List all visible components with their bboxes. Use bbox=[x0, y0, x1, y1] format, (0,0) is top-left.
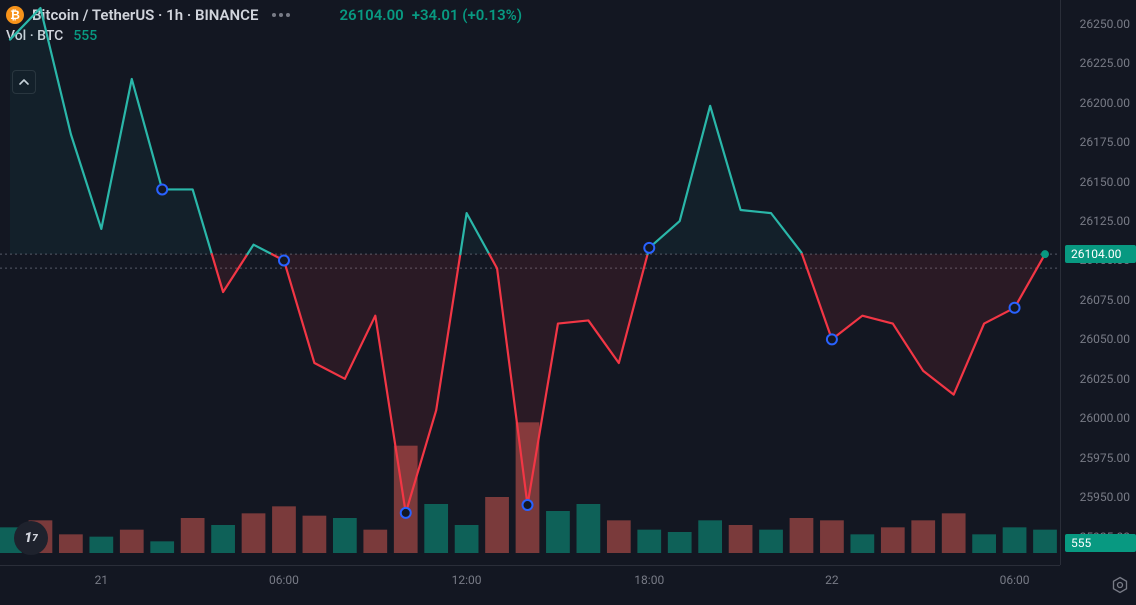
y-tick-label: 26025.00 bbox=[1080, 372, 1130, 386]
y-tick-label: 25950.00 bbox=[1080, 490, 1130, 504]
price-axis[interactable]: 26250.00 26225.00 26200.00 26175.00 26150.00… bbox=[1060, 0, 1136, 565]
volume-bar bbox=[637, 530, 661, 553]
volume-bar bbox=[211, 525, 235, 553]
y-tick-label: 26125.00 bbox=[1080, 214, 1130, 228]
y-tick-label: 26050.00 bbox=[1080, 332, 1130, 346]
volume-bar bbox=[272, 506, 296, 553]
volume-bar bbox=[729, 525, 753, 553]
y-tick-label: 26175.00 bbox=[1080, 135, 1130, 149]
y-tick-label: 26075.00 bbox=[1080, 293, 1130, 307]
volume-bar bbox=[150, 541, 174, 553]
volume-bar bbox=[333, 518, 357, 553]
volume-bar bbox=[120, 530, 144, 553]
volume-bar bbox=[881, 527, 905, 553]
y-tick-label: 26200.00 bbox=[1080, 96, 1130, 110]
current-price-tag: 26104.00 bbox=[1065, 245, 1136, 263]
volume-bar bbox=[790, 518, 814, 553]
volume-bar bbox=[424, 504, 448, 553]
volume-bar bbox=[911, 520, 935, 553]
x-tick-label: 21 bbox=[95, 573, 109, 587]
volume-bar bbox=[850, 534, 874, 553]
tradingview-logo-icon[interactable]: 17 bbox=[14, 521, 48, 555]
line-marker bbox=[157, 184, 167, 194]
volume-bar bbox=[89, 537, 113, 553]
volume-bar bbox=[485, 497, 509, 553]
line-marker bbox=[1010, 303, 1020, 313]
volume-bar bbox=[972, 534, 996, 553]
volume-bar bbox=[577, 504, 601, 553]
x-tick-label: 18:00 bbox=[634, 573, 664, 587]
y-tick-label: 26225.00 bbox=[1080, 56, 1130, 70]
price-chart-svg bbox=[0, 0, 1060, 565]
volume-bar bbox=[455, 525, 479, 553]
volume-bar bbox=[242, 513, 266, 553]
volume-bar bbox=[363, 530, 387, 553]
axis-settings-icon[interactable] bbox=[1110, 575, 1130, 595]
volume-bar bbox=[942, 513, 966, 553]
line-marker bbox=[401, 508, 411, 518]
volume-bar bbox=[698, 520, 722, 553]
y-tick-label: 25975.00 bbox=[1080, 451, 1130, 465]
y-tick-label: 26250.00 bbox=[1080, 17, 1130, 31]
volume-axis-tag: 555 bbox=[1065, 534, 1136, 552]
price-chart-area[interactable] bbox=[0, 0, 1060, 565]
line-marker bbox=[279, 255, 289, 265]
y-tick-label: 26150.00 bbox=[1080, 175, 1130, 189]
time-axis[interactable]: 21 06:00 12:00 18:00 22 06:00 bbox=[0, 565, 1060, 605]
volume-bar bbox=[181, 518, 205, 553]
volume-bar bbox=[546, 511, 570, 553]
x-tick-label: 06:00 bbox=[269, 573, 299, 587]
volume-bar bbox=[759, 530, 783, 553]
x-tick-label: 06:00 bbox=[1000, 573, 1030, 587]
volume-bar bbox=[59, 534, 83, 553]
last-price-dot bbox=[1041, 250, 1049, 258]
volume-bar bbox=[820, 520, 844, 553]
line-marker bbox=[644, 243, 654, 253]
volume-bar bbox=[607, 520, 631, 553]
volume-bar bbox=[668, 532, 692, 553]
x-tick-label: 12:00 bbox=[452, 573, 482, 587]
line-marker bbox=[523, 500, 533, 510]
volume-bar bbox=[303, 516, 327, 553]
y-tick-label: 26000.00 bbox=[1080, 411, 1130, 425]
volume-bar bbox=[1033, 530, 1057, 553]
line-marker bbox=[827, 334, 837, 344]
volume-bar bbox=[1003, 527, 1027, 553]
x-tick-label: 22 bbox=[825, 573, 839, 587]
